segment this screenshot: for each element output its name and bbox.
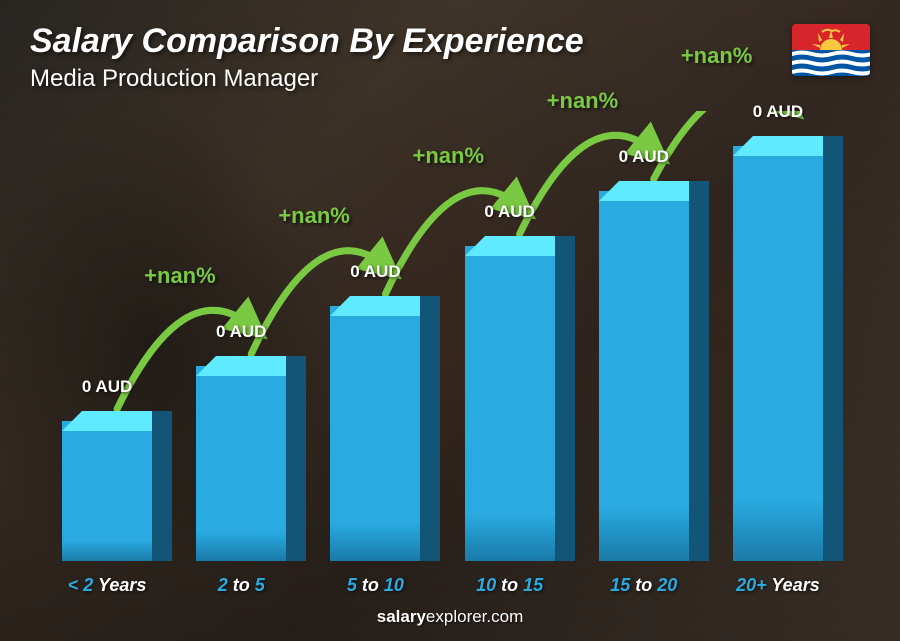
x-axis-label: 20+ Years <box>736 575 820 596</box>
bar-group: 0 AUD2 to 5 <box>174 111 308 561</box>
bars-container: 0 AUD< 2 Years0 AUD2 to 50 AUD5 to 100 A… <box>40 111 845 561</box>
bar <box>599 191 689 561</box>
bar <box>733 146 823 561</box>
footer-brand-rest: explorer.com <box>426 607 523 626</box>
bar-value-label: 0 AUD <box>216 322 266 342</box>
bar-value-label: 0 AUD <box>484 202 534 222</box>
footer-brand-bold: salary <box>377 607 426 626</box>
footer-attribution: salaryexplorer.com <box>0 607 900 627</box>
bar-value-label: 0 AUD <box>619 147 669 167</box>
bar <box>465 246 555 561</box>
bar <box>62 421 152 561</box>
bar-value-label: 0 AUD <box>82 377 132 397</box>
x-axis-label: 15 to 20 <box>610 575 677 596</box>
bar-group: 0 AUD5 to 10 <box>308 111 442 561</box>
bar <box>196 366 286 561</box>
chart-header: Salary Comparison By Experience Media Pr… <box>30 22 870 93</box>
bar-chart: +nan%+nan%+nan%+nan%+nan% 0 AUD< 2 Years… <box>40 111 845 561</box>
bar-group: 0 AUD20+ Years <box>711 111 845 561</box>
x-axis-label: 5 to 10 <box>347 575 404 596</box>
bar-group: 0 AUD10 to 15 <box>443 111 577 561</box>
chart-title: Salary Comparison By Experience <box>30 22 870 61</box>
bar-group: 0 AUD15 to 20 <box>577 111 711 561</box>
x-axis-label: 2 to 5 <box>218 575 265 596</box>
x-axis-label: 10 to 15 <box>476 575 543 596</box>
kiribati-flag-icon <box>792 24 870 76</box>
bar-value-label: 0 AUD <box>350 262 400 282</box>
bar-group: 0 AUD< 2 Years <box>40 111 174 561</box>
bar <box>330 306 420 561</box>
bar-value-label: 0 AUD <box>753 102 803 122</box>
x-axis-label: < 2 Years <box>68 575 147 596</box>
chart-subtitle: Media Production Manager <box>30 65 870 93</box>
